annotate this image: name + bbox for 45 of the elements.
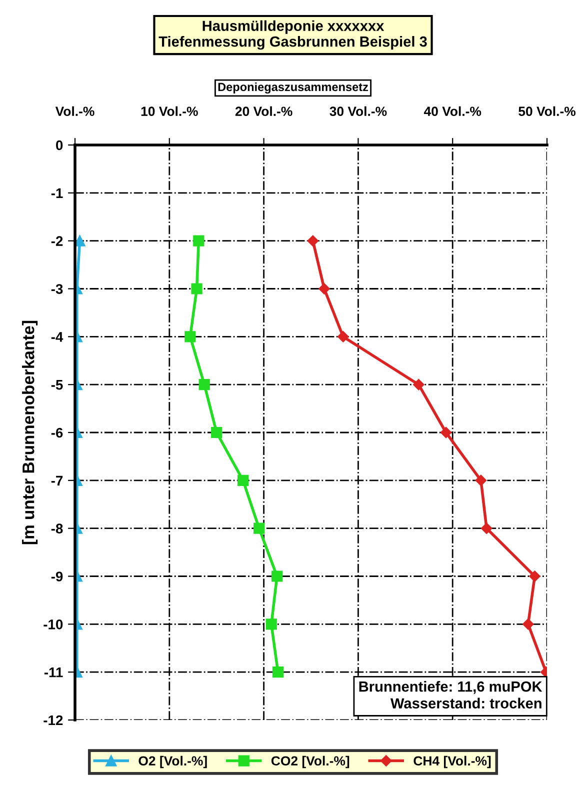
- legend-label: CH4 [Vol.-%]: [414, 756, 491, 768]
- y-tick-label: -11: [44, 668, 63, 678]
- point: [337, 331, 349, 342]
- x-tick-label: Vol.-%: [55, 106, 94, 116]
- chart-subtitle: Deponiegaszusammensetz: [218, 82, 368, 94]
- point: [318, 283, 330, 294]
- y-tick-label: -9: [51, 572, 63, 582]
- y-tick-label: -12: [44, 715, 63, 726]
- annotation: Brunnentiefe: 11,6 muPOK Wasserstand: trocken: [359, 681, 542, 708]
- x-tick-label: 40 Vol.-%: [424, 106, 482, 116]
- y-tick-label: -7: [51, 476, 63, 486]
- y-axis-title: [m unter Brunnenoberkante]: [22, 320, 38, 544]
- point: [307, 235, 318, 246]
- point: [272, 666, 284, 678]
- y-tick-label: -8: [51, 524, 63, 534]
- y-tick-label: -3: [51, 284, 63, 294]
- point: [191, 283, 202, 294]
- x-tick-label: 30 Vol.-%: [330, 106, 387, 116]
- point: [211, 426, 222, 438]
- legend-label: O2 [Vol.-%]: [138, 756, 207, 768]
- y-tick-label: -1: [51, 188, 63, 198]
- y-tick-label: -10: [44, 620, 63, 630]
- point: [198, 379, 210, 390]
- x-tick-label: 10 Vol.-%: [141, 106, 198, 116]
- point: [480, 522, 492, 534]
- x-tick-label: 50 Vol.-%: [518, 106, 576, 116]
- y-tick-label: -6: [51, 428, 63, 438]
- point: [254, 522, 265, 534]
- point: [193, 235, 204, 246]
- y-tick-label: -2: [51, 236, 63, 246]
- point: [440, 426, 452, 438]
- point: [529, 570, 540, 582]
- point: [271, 570, 283, 582]
- point: [475, 474, 487, 486]
- point: [184, 331, 196, 342]
- y-tick-label: 0: [56, 140, 63, 150]
- y-tick-label: -4: [51, 332, 64, 342]
- point: [522, 618, 534, 630]
- x-tick-label: 20 Vol.-%: [235, 106, 292, 116]
- point: [266, 618, 277, 630]
- chart-title: Hausmülldeponie xxxxxxx Tiefenmessung Gasbrunnen Beispiel 3: [158, 20, 427, 50]
- y-tick-label: -5: [51, 380, 63, 390]
- point: [413, 378, 424, 390]
- point: [237, 474, 249, 486]
- legend-label: CO2 [Vol.-%]: [271, 756, 350, 768]
